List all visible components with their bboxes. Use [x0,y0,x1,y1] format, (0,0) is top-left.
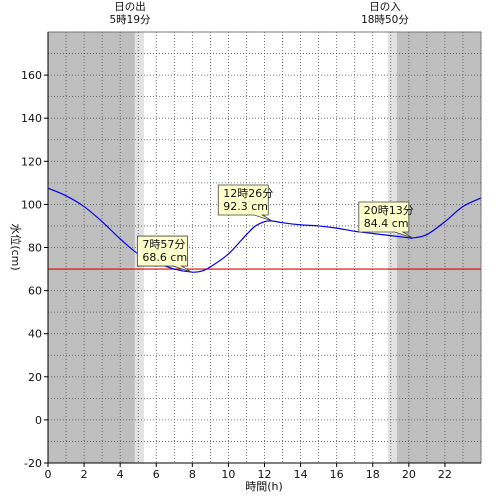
annotation-value: 92.3 cm [223,200,268,213]
annotation-box [137,235,192,273]
x-tick-label: 22 [438,468,452,481]
x-tick-label: 2 [81,468,88,481]
y-tick-label: 120 [21,155,42,168]
x-tick-label: 6 [153,468,160,481]
y-tick-label: 160 [21,69,42,82]
x-tick-label: 20 [402,468,416,481]
x-tick-label: 14 [294,468,308,481]
annotation-time: 7時57分 [142,238,185,251]
annotation-value: 68.6 cm [142,251,187,264]
x-tick-label: 18 [366,468,380,481]
y-tick-label: 0 [35,414,42,427]
annotation-time: 12時26分 [223,187,273,200]
x-axis-label: 時間(h) [245,480,283,493]
sunset-label: 日の入 [369,1,401,13]
annotation-value: 84.4 cm [364,217,409,230]
sunset-time: 18時50分 [361,14,409,26]
y-axis-label: 水位(cm) [9,223,23,270]
tide-series-line [47,187,482,273]
twilight-area-evening [387,32,397,463]
y-tick-label: -20 [24,457,42,470]
series-layer [47,187,482,273]
y-tick-label: 40 [28,328,42,341]
x-tick-label: 0 [45,468,52,481]
night-area-morning [48,32,135,463]
annotation-box [358,201,414,239]
x-tick-label: 4 [117,468,124,481]
y-tick-label: 60 [28,285,42,298]
y-tick-label: 80 [28,242,42,255]
y-tick-label: 100 [21,198,42,211]
annotation-time: 20時13分 [364,204,414,217]
y-tick-label: 140 [21,112,42,125]
sunrise-label: 日の出 [114,0,146,13]
x-tick-label: 8 [189,468,196,481]
annotation-box [217,184,273,222]
y-tick-label: 20 [28,371,42,384]
sunrise-time: 5時19分 [109,14,151,26]
x-tick-label: 10 [221,468,235,481]
x-tick-label: 16 [330,468,344,481]
x-tick-label: 12 [258,468,272,481]
